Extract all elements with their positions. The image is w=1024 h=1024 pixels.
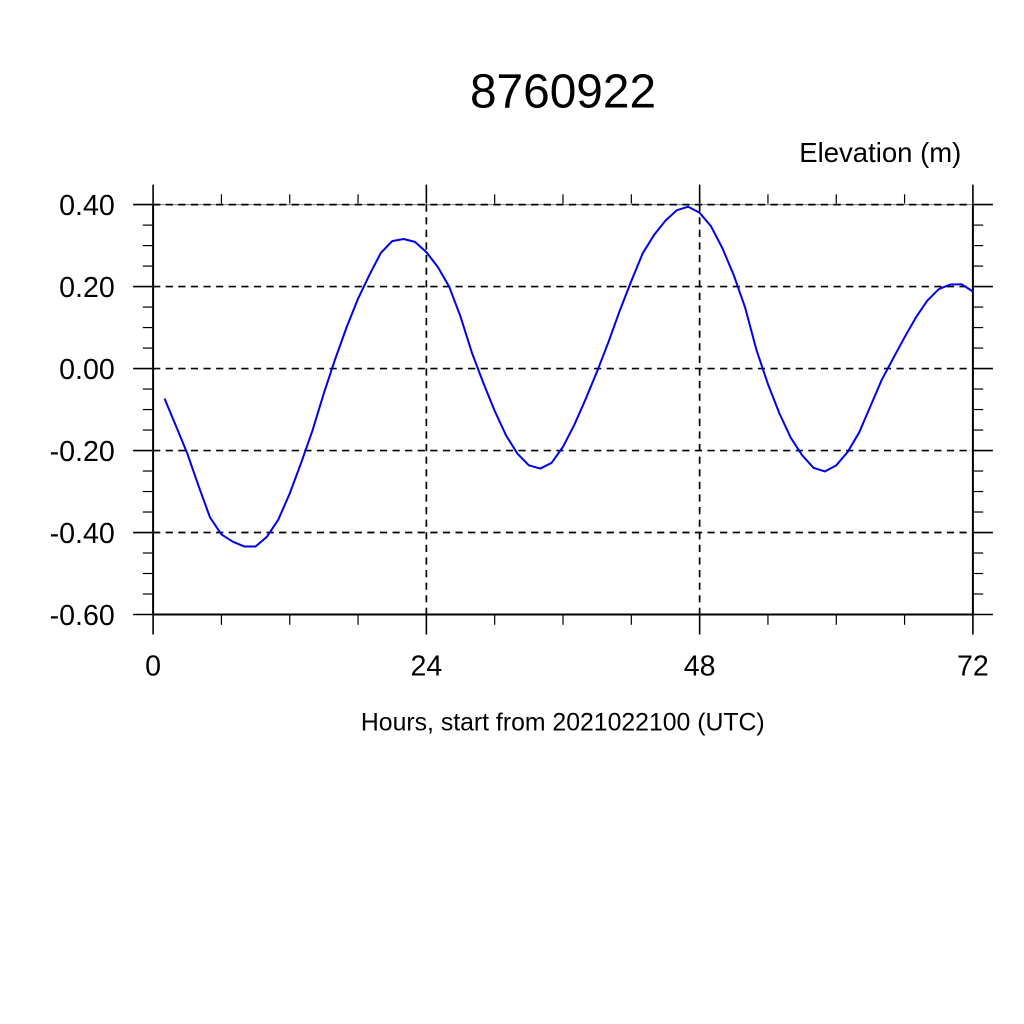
- svg-text:8760922: 8760922: [470, 65, 656, 118]
- svg-text:24: 24: [410, 651, 442, 683]
- svg-text:-0.20: -0.20: [50, 436, 115, 468]
- svg-text:-0.60: -0.60: [50, 600, 115, 632]
- svg-text:0: 0: [145, 651, 161, 683]
- svg-text:0.40: 0.40: [59, 190, 115, 222]
- svg-text:0.20: 0.20: [59, 272, 115, 304]
- svg-text:-0.40: -0.40: [50, 518, 115, 550]
- svg-text:72: 72: [957, 651, 989, 683]
- svg-text:Elevation (m): Elevation (m): [799, 137, 961, 168]
- svg-text:0.00: 0.00: [59, 354, 115, 386]
- svg-text:Hours, start from 2021022100 (: Hours, start from 2021022100 (UTC): [361, 709, 765, 736]
- svg-text:48: 48: [684, 651, 716, 683]
